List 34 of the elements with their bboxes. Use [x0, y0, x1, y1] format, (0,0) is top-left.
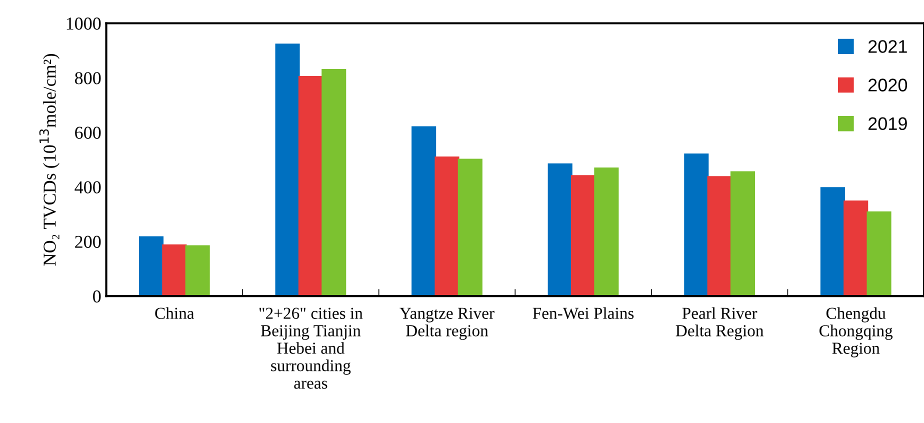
x-tick-label: Yangtze River Delta region: [400, 308, 494, 340]
y-tick-label: 400: [74, 181, 101, 194]
bar: [458, 158, 482, 296]
bar: [684, 154, 709, 296]
y-tick-label: 0: [93, 290, 101, 303]
y-tick-label: 1000: [66, 18, 101, 30]
x-tick-label: "2+26" cities in Beijing Tianjin Hebei and surrounding areas: [259, 308, 363, 389]
bar: [570, 175, 596, 296]
bar: [548, 163, 572, 296]
legend-label: 2021: [868, 40, 907, 53]
x-tick-label: Pearl River Delta Region: [676, 307, 764, 340]
bar: [820, 187, 845, 296]
bar: [298, 76, 323, 296]
bar: [412, 126, 436, 296]
y-tick-label: 200: [75, 236, 101, 248]
bar: [707, 176, 732, 296]
bar: [434, 156, 460, 296]
bar: [185, 245, 210, 296]
bar: [162, 244, 187, 296]
bar: [866, 211, 892, 296]
legend-label: 2019: [868, 117, 907, 130]
x-tick-label: China: [155, 307, 194, 319]
x-tick-label: Fen-Wei Plains: [532, 307, 634, 320]
x-tick-label: Chengdu Chongqing Region: [820, 307, 893, 358]
bar: [138, 236, 164, 296]
y-tick-label: 600: [75, 126, 101, 139]
legend-label: 2020: [868, 78, 908, 92]
y-axis-title: NO₂ TVCDs (10$^{13}$mole/cm²): [39, 54, 60, 266]
bar: [730, 171, 756, 296]
y-tick-label: 800: [75, 72, 101, 84]
bar: [594, 167, 619, 296]
bar: [322, 68, 346, 296]
bar: [844, 200, 868, 296]
bar: [275, 44, 300, 296]
